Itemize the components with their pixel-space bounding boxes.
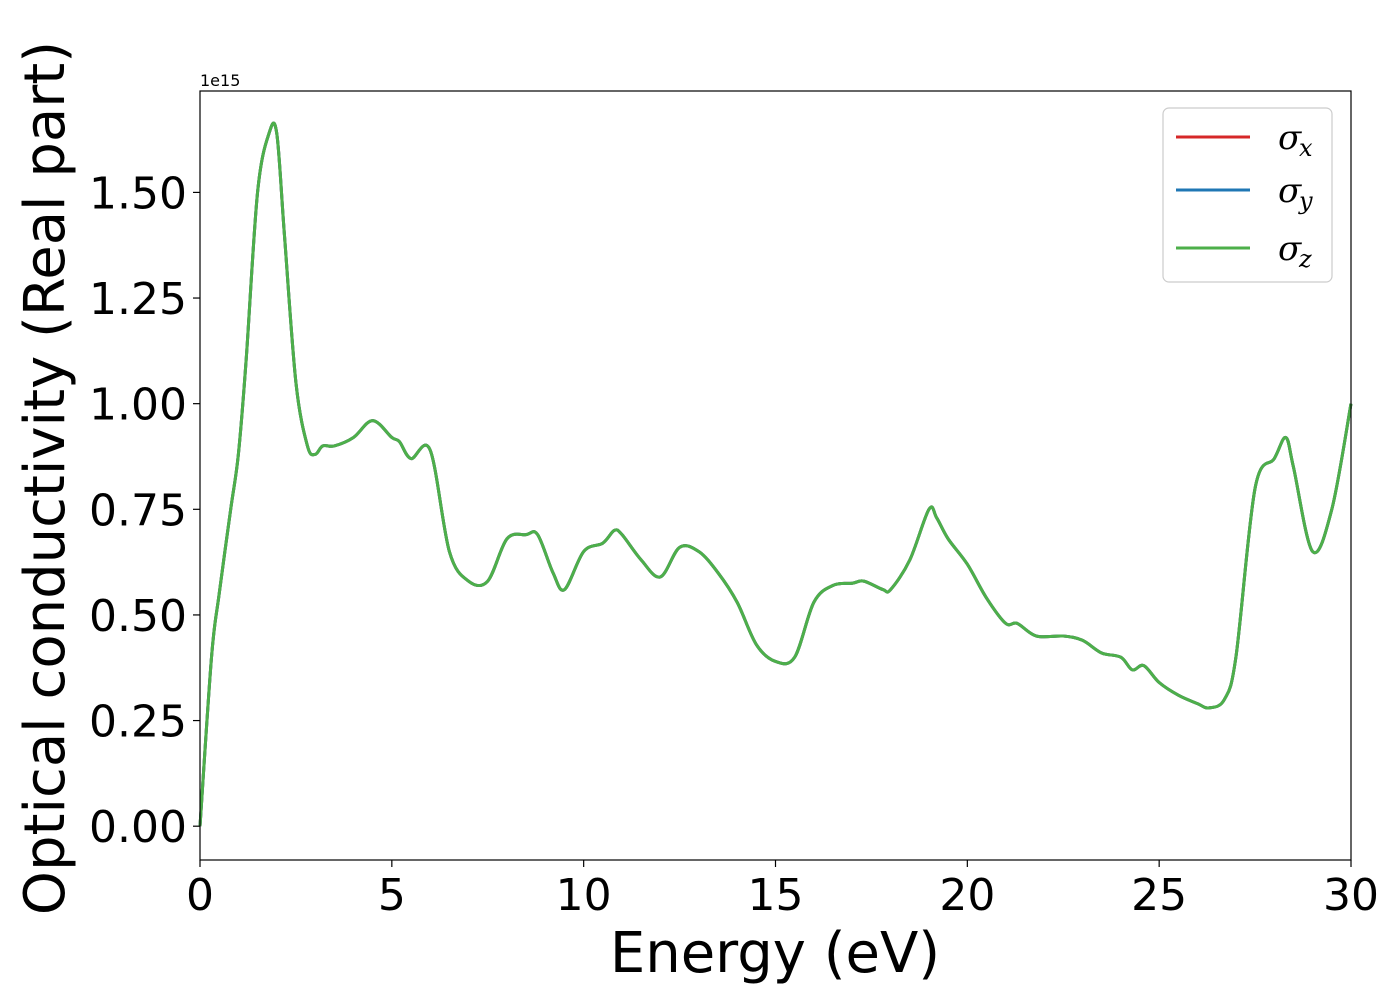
x-tick-label: 30 [1323,870,1379,921]
plot-area [200,91,1351,860]
y-tick-label: 0.75 [89,485,187,536]
y-tick-label: 1.00 [89,380,187,431]
y-axis: 0.00 0.25 0.50 0.75 1.00 1.25 1.50 [89,168,200,853]
legend-subscript-y: y [1298,187,1313,215]
x-tick-label: 25 [1131,870,1187,921]
x-tick-label: 10 [556,870,612,921]
x-tick-label: 15 [748,870,804,921]
x-tick-label: 20 [939,870,995,921]
legend-subscript-x: x [1299,134,1313,162]
legend-entry-y: σ y [1176,171,1313,215]
legend-symbol-x: σ [1278,118,1302,158]
x-tick-label: 5 [378,870,406,921]
y-tick-label: 0.25 [89,697,187,748]
legend-entry-x: σ x [1176,118,1313,162]
x-tick-label: 0 [186,870,214,921]
y-tick-label: 1.50 [89,168,187,219]
series-layer [198,121,1353,827]
y-tick-label: 0.50 [89,591,187,642]
legend-box [1162,107,1333,283]
y-tick-label: 1.25 [89,274,187,325]
legend-symbol-z: σ [1278,229,1302,269]
legend-subscript-z: z [1298,245,1312,273]
y-tick-label: 0.00 [89,802,187,853]
x-axis-label: Energy (eV) [610,921,940,986]
legend: σ x σ y σ z [1162,107,1333,283]
legend-symbol-y: σ [1278,171,1302,211]
y-axis-label: Optical conductivity (Real part) [13,41,78,915]
x-axis: 0 5 10 15 20 25 30 [186,860,1379,921]
series-line-z [198,121,1353,827]
y-offset-label: 1e15 [200,71,240,90]
legend-entry-z: σ z [1176,229,1312,273]
